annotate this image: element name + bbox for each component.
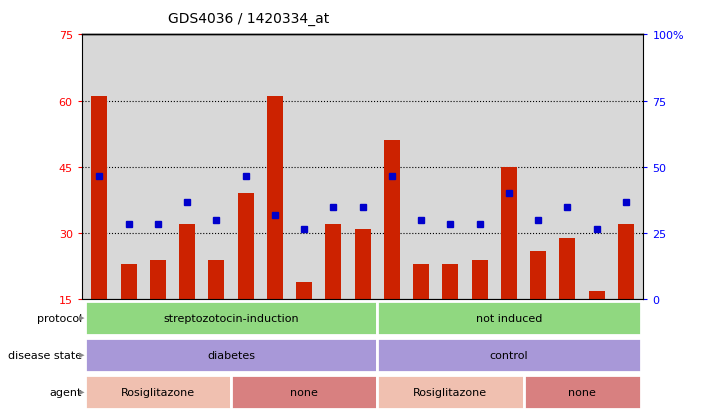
Bar	[378, 375, 523, 409]
Bar	[384, 141, 400, 300]
Bar	[231, 375, 378, 409]
Bar	[237, 194, 254, 300]
Bar	[296, 282, 312, 300]
Text: none: none	[568, 387, 596, 397]
Bar	[378, 338, 641, 373]
Bar	[413, 264, 429, 300]
Bar	[355, 229, 370, 300]
Text: not induced: not induced	[476, 313, 542, 323]
Text: streptozotocin-induction: streptozotocin-induction	[163, 313, 299, 323]
Text: agent: agent	[50, 387, 82, 397]
Bar	[121, 264, 137, 300]
Bar	[471, 260, 488, 300]
Bar	[326, 225, 341, 300]
Text: Rosiglitazone: Rosiglitazone	[413, 387, 488, 397]
Text: diabetes: diabetes	[207, 350, 255, 360]
Bar	[91, 97, 107, 300]
Bar	[208, 260, 225, 300]
Bar	[618, 225, 634, 300]
Text: control: control	[490, 350, 528, 360]
Text: disease state: disease state	[8, 350, 82, 360]
Text: Rosiglitazone: Rosiglitazone	[121, 387, 195, 397]
Text: GDS4036 / 1420334_at: GDS4036 / 1420334_at	[169, 12, 329, 26]
Bar	[85, 301, 378, 335]
Bar	[378, 301, 641, 335]
Bar	[150, 260, 166, 300]
Text: none: none	[290, 387, 318, 397]
Bar	[501, 167, 517, 300]
Bar	[589, 291, 604, 300]
Bar	[560, 238, 575, 300]
Bar	[85, 375, 231, 409]
Bar	[85, 338, 378, 373]
Bar	[442, 264, 459, 300]
Bar	[530, 251, 546, 300]
Bar	[267, 97, 283, 300]
Text: protocol: protocol	[37, 313, 82, 323]
Bar	[523, 375, 641, 409]
Bar	[179, 225, 195, 300]
